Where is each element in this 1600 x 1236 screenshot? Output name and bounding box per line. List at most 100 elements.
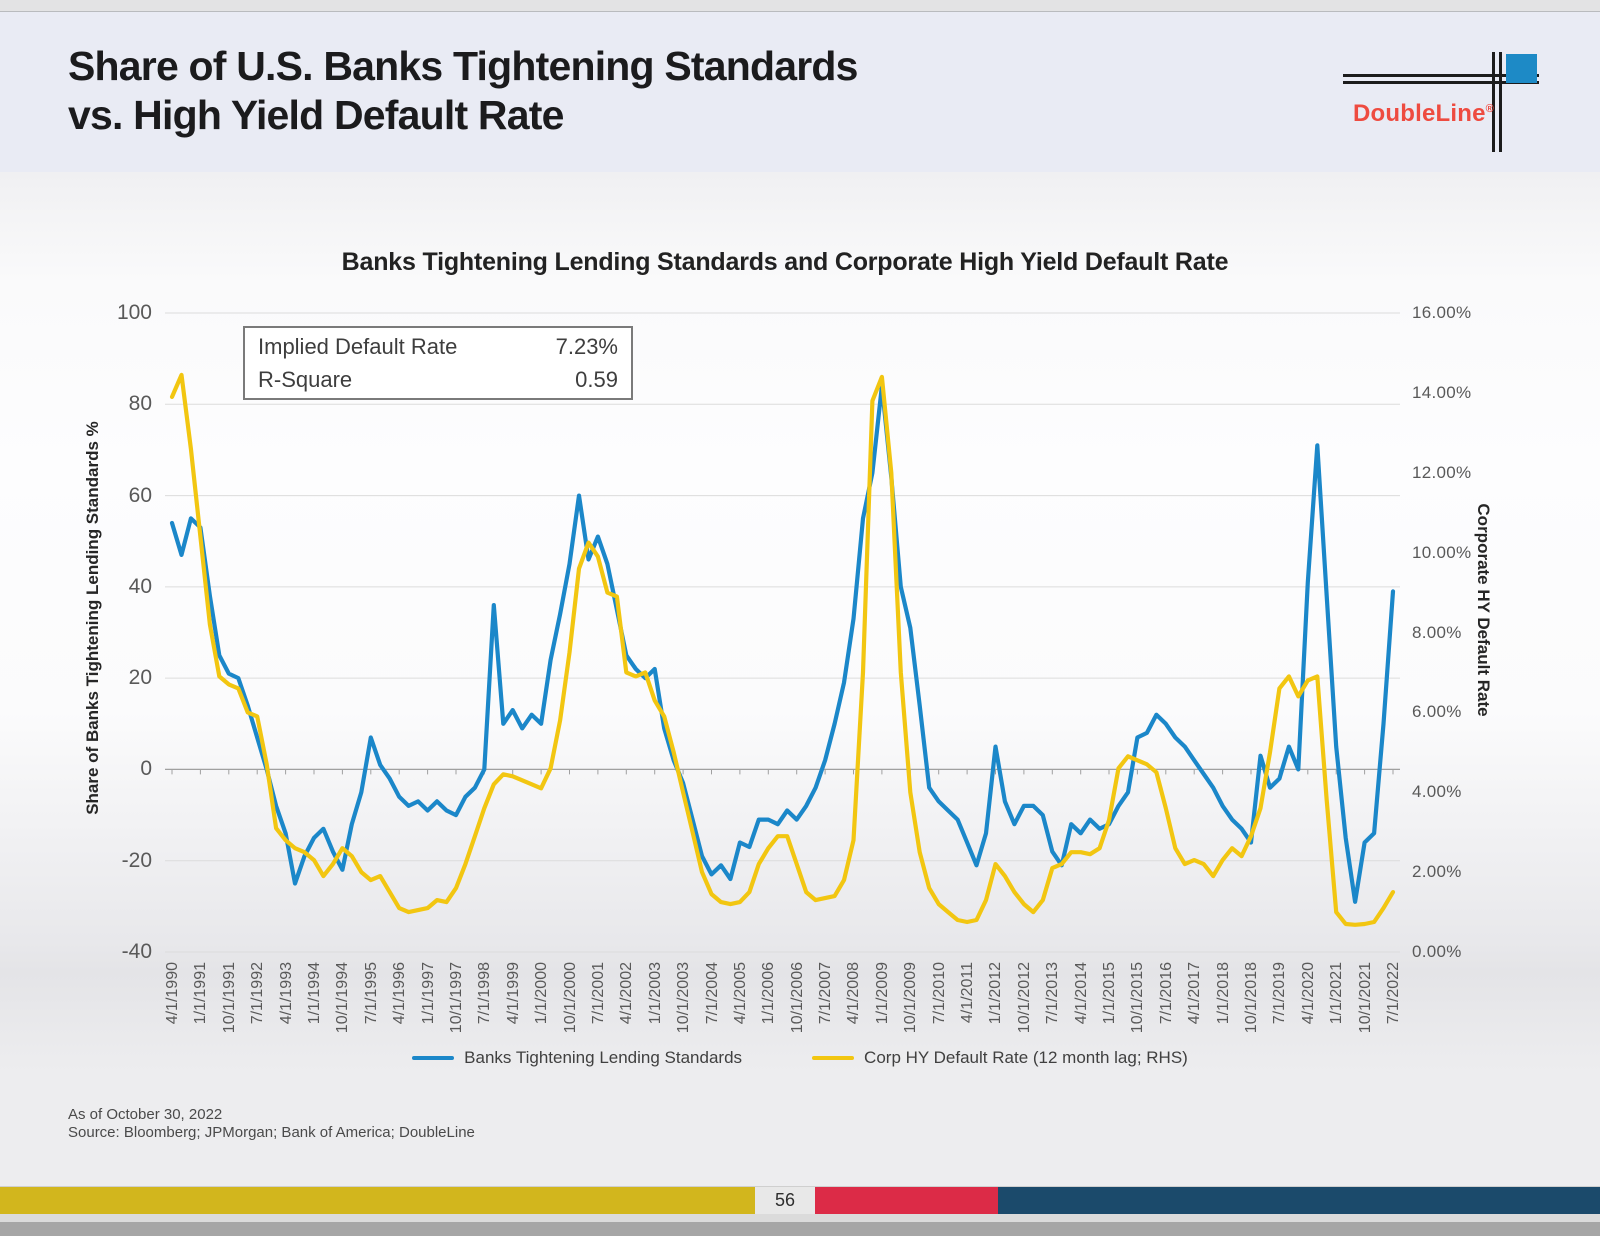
x-axis-tick-label: 1/1/2003 — [646, 962, 664, 1025]
stats-box: Implied Default Rate 7.23% R-Square 0.59 — [243, 326, 633, 400]
footer-bar-yellow — [0, 1187, 755, 1214]
footnote: As of October 30, 2022 Source: Bloomberg… — [68, 1106, 475, 1142]
x-axis-tick-label: 10/1/2009 — [902, 962, 920, 1034]
x-axis-tick-label: 4/1/2017 — [1186, 962, 1204, 1025]
x-axis-tick-label: 1/1/2018 — [1214, 962, 1232, 1025]
legend-line-swatch — [412, 1056, 455, 1060]
footer-bar-navy — [998, 1187, 1600, 1214]
x-axis-tick-label: 1/1/1997 — [419, 962, 437, 1025]
right-axis-tick-label: 8.00% — [1412, 622, 1462, 642]
left-axis-tick-label: 60 — [128, 483, 152, 507]
x-axis-tick-label: 4/1/1990 — [164, 962, 181, 1025]
x-axis-tick-label: 7/1/2004 — [703, 962, 721, 1025]
left-axis-tick-label: 100 — [116, 301, 152, 324]
legend-item-banks-tightening: Banks Tightening Lending Standards — [412, 1048, 742, 1068]
page-title-line2: vs. High Yield Default Rate — [68, 92, 564, 138]
chart-legend: Banks Tightening Lending Standards Corp H… — [0, 1048, 1600, 1068]
x-axis-tick-label: 4/1/1993 — [277, 962, 295, 1025]
legend-label: Banks Tightening Lending Standards — [464, 1048, 743, 1067]
right-axis-title: Corporate HY Default Rate — [1474, 503, 1493, 717]
banks-tightening-line — [169, 383, 1396, 904]
x-axis-tick-label: 10/1/2021 — [1356, 962, 1374, 1034]
right-axis-tick-label: 14.00% — [1412, 382, 1472, 402]
x-axis-tick-label: 10/1/2018 — [1243, 962, 1261, 1034]
legend-line-swatch — [812, 1056, 855, 1060]
x-axis-tick-label: 7/1/1992 — [249, 962, 267, 1025]
chart-plot-area — [165, 312, 1400, 953]
x-axis-tick-label: 1/1/2012 — [987, 962, 1005, 1025]
right-axis-tick-label: 4.00% — [1412, 782, 1462, 802]
as-of-note: As of October 30, 2022 — [68, 1106, 223, 1123]
logo-wordmark: DoubleLine® — [1353, 100, 1494, 127]
stats-row-implied-default-rate: Implied Default Rate 7.23% — [245, 330, 631, 363]
bottom-strip-dark — [0, 1222, 1600, 1236]
x-axis-tick-label: 4/1/2020 — [1299, 962, 1317, 1025]
left-axis-tick-label: 20 — [128, 666, 152, 690]
x-axis-tick-label: 1/1/2000 — [533, 962, 551, 1025]
stats-value: 7.23% — [555, 334, 618, 359]
x-axis-tick-label: 7/1/2016 — [1157, 962, 1175, 1025]
hy-default-rate-line — [169, 372, 1396, 927]
x-axis-tick-label: 10/1/2015 — [1129, 962, 1147, 1034]
left-axis-tick-label: -40 — [121, 940, 152, 963]
stats-value: 0.59 — [575, 367, 618, 392]
x-axis-tick-label: 10/1/1994 — [334, 962, 352, 1034]
legend-label: Corp HY Default Rate (12 month lag; RHS) — [864, 1048, 1188, 1067]
x-axis-tick-label: 7/1/2013 — [1044, 962, 1062, 1025]
stats-label: Implied Default Rate — [258, 334, 458, 359]
x-axis-tick-label: 1/1/2015 — [1101, 962, 1119, 1025]
logo-vertical-line — [1499, 52, 1502, 152]
x-axis-tick-label: 10/1/1991 — [220, 962, 238, 1034]
right-axis-tick-label: 6.00% — [1412, 702, 1462, 722]
x-axis-tick-label: 4/1/2002 — [618, 962, 636, 1025]
x-axis-tick-label: 7/1/2010 — [930, 962, 948, 1025]
left-axis-tick-label: 40 — [128, 574, 152, 598]
x-axis-tick-label: 1/1/2009 — [873, 962, 891, 1025]
logo-horizontal-line — [1343, 74, 1539, 77]
page-number: 56 — [774, 1190, 796, 1210]
x-axis-tick-label: 7/1/1998 — [476, 962, 494, 1025]
x-axis-tick-label: 1/1/2021 — [1328, 962, 1346, 1025]
x-axis-tick-label: 1/1/2006 — [760, 962, 778, 1025]
right-axis-tick-label: 2.00% — [1412, 862, 1462, 882]
header: Share of U.S. Banks Tightening Standards… — [0, 12, 1600, 172]
footer-bar-red — [815, 1187, 998, 1214]
chart-title: Banks Tightening Lending Standards and C… — [341, 248, 1229, 276]
stats-row-r-square: R-Square 0.59 — [245, 363, 631, 396]
x-axis-tick-label: 10/1/2000 — [561, 962, 579, 1034]
x-axis-tick-label: 7/1/2007 — [817, 962, 835, 1025]
x-axis-tick-label: 4/1/1999 — [504, 962, 522, 1025]
left-axis-tick-label: 0 — [140, 757, 152, 781]
right-axis-tick-label: 10.00% — [1412, 542, 1472, 562]
bottom-bar: 56 — [0, 1186, 1600, 1214]
chart-panel: Banks Tightening Lending Standards and C… — [0, 172, 1600, 1186]
logo-vertical-line — [1492, 52, 1495, 152]
x-axis-tick-label: 4/1/2008 — [845, 962, 863, 1025]
logo-horizontal-line — [1343, 81, 1539, 84]
x-axis-tick-label: 7/1/1995 — [362, 962, 380, 1025]
x-axis-tick-label: 4/1/1996 — [391, 962, 409, 1025]
x-axis-tick-label: 10/1/1997 — [447, 962, 465, 1034]
left-axis-tick-label: -20 — [121, 848, 152, 872]
page-title: Share of U.S. Banks Tightening Standards… — [68, 42, 858, 140]
page-title-line1: Share of U.S. Banks Tightening Standards — [68, 43, 858, 89]
right-axis-tick-label: 0.00% — [1412, 942, 1462, 961]
logo-blue-square — [1506, 54, 1537, 83]
x-axis-tick-label: 4/1/2014 — [1072, 962, 1090, 1025]
x-axis-tick-label: 7/1/2001 — [589, 962, 607, 1025]
x-axis-tick-label: 7/1/2019 — [1271, 962, 1289, 1025]
right-axis-tick-label: 16.00% — [1412, 303, 1472, 322]
source-note: Source: Bloomberg; JPMorgan; Bank of Ame… — [68, 1124, 475, 1141]
x-axis-tick-label: 4/1/2011 — [959, 962, 977, 1024]
right-axis-tick-label: 12.00% — [1412, 462, 1472, 482]
top-strip — [0, 0, 1600, 12]
x-axis-tick-label: 4/1/2005 — [731, 962, 749, 1025]
stats-label: R-Square — [258, 367, 353, 392]
x-axis-tick-label: 1/1/1991 — [192, 962, 210, 1025]
x-axis-tick-label: 10/1/2003 — [675, 962, 693, 1034]
bottom-strip-light — [0, 1214, 1600, 1222]
doubleline-logo: DoubleLine® — [1335, 42, 1550, 157]
legend-item-hy-default-rate: Corp HY Default Rate (12 month lag; RHS) — [812, 1048, 1188, 1068]
x-axis-tick-label: 7/1/2022 — [1385, 962, 1402, 1025]
